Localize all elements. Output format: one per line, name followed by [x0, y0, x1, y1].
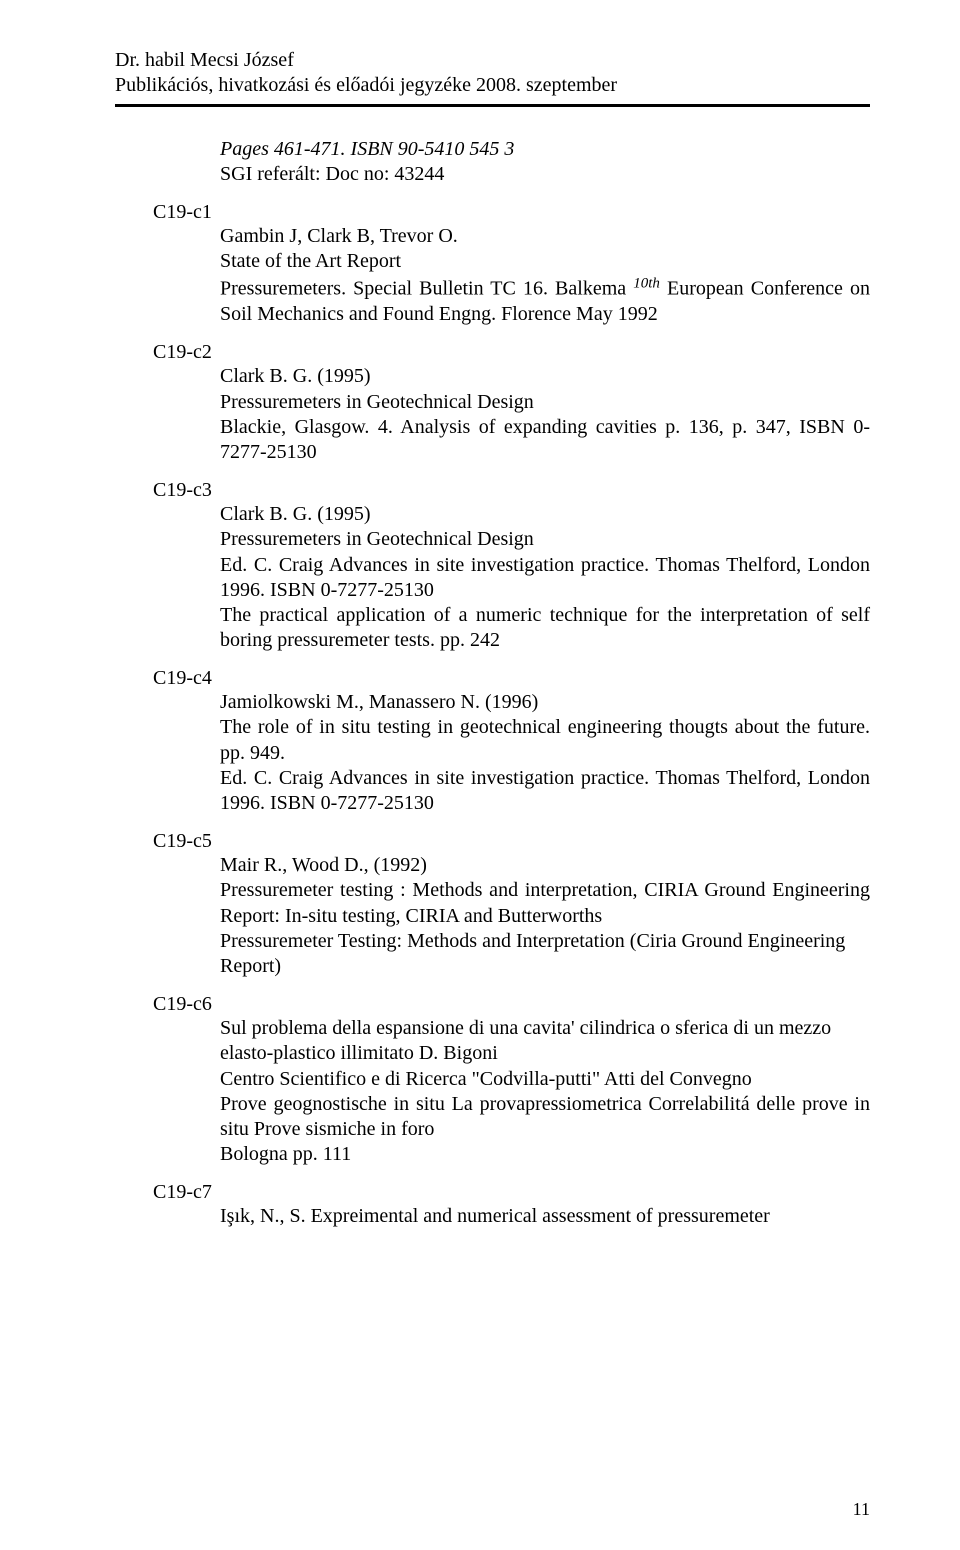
page-number: 11	[853, 1499, 870, 1520]
entry-line: The role of in situ testing in geotechni…	[220, 715, 870, 765]
entry-line: Blackie, Glasgow. 4. Analysis of expandi…	[220, 415, 870, 465]
entry-line: Pressuremeter Testing: Methods and Inter…	[220, 929, 870, 979]
entry-line: Clark B. G. (1995)	[220, 364, 870, 389]
entry-line: Prove geognostische in situ La provapres…	[220, 1092, 870, 1142]
entry-line: Pressuremeter testing : Methods and inte…	[220, 878, 870, 928]
entry-body: Clark B. G. (1995) Pressuremeters in Geo…	[220, 364, 870, 465]
entry-line: State of the Art Report	[220, 249, 870, 274]
entry-id: C19-c5	[153, 830, 870, 853]
entry-id: C19-c4	[153, 667, 870, 690]
header-rule	[115, 104, 870, 107]
doc-header: Dr. habil Mecsi József Publikációs, hiva…	[115, 48, 870, 98]
entry-body: Gambin J, Clark B, Trevor O. State of th…	[220, 224, 870, 327]
entry-body: Jamiolkowski M., Manassero N. (1996) The…	[220, 690, 870, 816]
entry-id: C19-c7	[153, 1181, 870, 1204]
entry-id: C19-c6	[153, 993, 870, 1016]
entry-line-mixed: Pressuremeters. Special Bulletin TC 16. …	[220, 274, 870, 327]
sup-inner: 10th	[633, 275, 660, 291]
header-line-1: Dr. habil Mecsi József	[115, 48, 870, 73]
entry-line: Pressuremeters in Geotechnical Design	[220, 527, 870, 552]
entry-line: Ed. C. Craig Advances in site investigat…	[220, 553, 870, 603]
entry-line: Pressuremeters in Geotechnical Design	[220, 390, 870, 415]
entry-line: Işık, N., S. Expreimental and numerical …	[220, 1204, 870, 1229]
entry-line: The practical application of a numeric t…	[220, 603, 870, 653]
entry-id: C19-c1	[153, 201, 870, 224]
entry-id: C19-c2	[153, 341, 870, 364]
entry-line: Centro Scientifico e di Ricerca "Codvill…	[220, 1067, 870, 1092]
entry-line: Bologna pp. 111	[220, 1142, 870, 1167]
entry-body: Işık, N., S. Expreimental and numerical …	[220, 1204, 870, 1229]
text: Pressuremeters. Special Bulletin TC 16. …	[220, 278, 633, 300]
entry-line: Clark B. G. (1995)	[220, 502, 870, 527]
entry-line: Gambin J, Clark B, Trevor O.	[220, 224, 870, 249]
entry-line: Mair R., Wood D., (1992)	[220, 853, 870, 878]
entry-body: Sul problema della espansione di una cav…	[220, 1016, 870, 1167]
page: Dr. habil Mecsi József Publikációs, hiva…	[0, 0, 960, 1550]
entry-line: Jamiolkowski M., Manassero N. (1996)	[220, 690, 870, 715]
entry-line: Sul problema della espansione di una cav…	[220, 1016, 870, 1066]
entry-body: Mair R., Wood D., (1992) Pressuremeter t…	[220, 853, 870, 979]
entry-line: Ed. C. Craig Advances in site investigat…	[220, 766, 870, 816]
sup-text: 10th	[633, 278, 660, 300]
intro-block: Pages 461-471. ISBN 90-5410 545 3 SGI re…	[220, 137, 870, 187]
intro-line-2: SGI referált: Doc no: 43244	[220, 162, 870, 187]
entry-body: Clark B. G. (1995) Pressuremeters in Geo…	[220, 502, 870, 653]
intro-line-1: Pages 461-471. ISBN 90-5410 545 3	[220, 137, 870, 162]
entry-id: C19-c3	[153, 479, 870, 502]
header-line-2: Publikációs, hivatkozási és előadói jegy…	[115, 73, 870, 98]
